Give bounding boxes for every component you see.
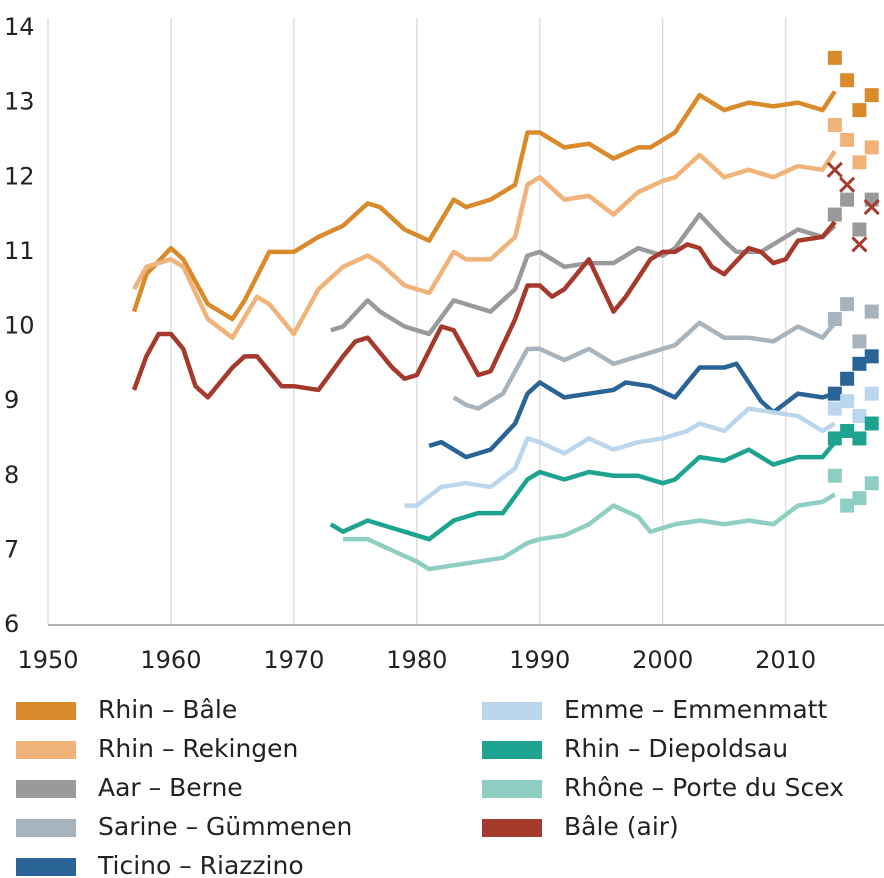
square-marker: [840, 371, 855, 386]
square-marker: [827, 312, 842, 327]
legend-label: Sarine – Gümmenen: [98, 812, 352, 841]
square-marker: [827, 468, 842, 483]
series-line: [452, 320, 837, 411]
y-tick-label: 13: [4, 88, 35, 116]
series-line: [132, 149, 837, 340]
y-tick-label: 6: [4, 610, 19, 638]
y-tick-label: 7: [4, 535, 19, 563]
square-marker: [840, 423, 855, 438]
legend-label: Rhin – Bâle: [98, 695, 237, 724]
series-line: [330, 212, 837, 337]
y-tick-label: 8: [4, 461, 19, 489]
legend-swatch: [16, 858, 76, 876]
legend-label: Bâle (air): [564, 812, 679, 841]
y-tick-label: 14: [4, 13, 35, 41]
x-tick-label: 1970: [263, 646, 324, 674]
square-marker: [827, 401, 842, 416]
x-tick-label: 1960: [140, 646, 201, 674]
square-marker: [840, 297, 855, 312]
legend-swatch: [482, 702, 542, 720]
square-marker: [864, 140, 879, 155]
square-marker: [864, 88, 879, 103]
square-marker: [852, 409, 867, 424]
series-line: [329, 440, 837, 542]
cross-marker: [851, 236, 868, 253]
square-marker: [827, 207, 842, 222]
square-marker: [864, 476, 879, 491]
series-line: [343, 492, 836, 572]
x-tick-label: 2010: [755, 646, 816, 674]
legend-swatch: [16, 780, 76, 798]
square-marker: [840, 73, 855, 88]
x-tick-label: 1990: [509, 646, 570, 674]
square-marker: [864, 192, 879, 207]
y-tick-label: 10: [4, 312, 35, 340]
legend-swatch: [16, 741, 76, 759]
square-marker: [840, 132, 855, 147]
cross-marker: [826, 161, 843, 178]
square-marker: [840, 394, 855, 409]
legend-label: Aar – Berne: [98, 773, 243, 802]
series-line: [404, 406, 836, 508]
square-marker: [852, 431, 867, 446]
square-marker: [840, 498, 855, 513]
legend-label: Emme – Emmenmatt: [564, 695, 827, 724]
series-line: [131, 90, 837, 322]
square-marker: [852, 155, 867, 170]
legend-swatch: [482, 819, 542, 837]
square-marker: [864, 304, 879, 319]
cross-marker: [839, 176, 856, 193]
legend-label: Ticino – Riazzino: [97, 851, 304, 878]
square-marker: [827, 118, 842, 133]
y-tick-label: 11: [4, 237, 35, 265]
legend-swatch: [16, 702, 76, 720]
square-marker: [827, 386, 842, 401]
square-marker: [864, 349, 879, 364]
square-marker: [852, 103, 867, 118]
x-tick-label: 1950: [17, 646, 78, 674]
series-line: [428, 361, 836, 460]
square-marker: [864, 386, 879, 401]
square-marker: [864, 416, 879, 431]
square-marker: [852, 491, 867, 506]
series-line: [131, 220, 837, 400]
square-marker: [852, 356, 867, 371]
cross-marker: [863, 199, 880, 216]
legend-swatch: [482, 741, 542, 759]
legend-swatch: [482, 780, 542, 798]
square-marker: [827, 431, 842, 446]
square-marker: [840, 192, 855, 207]
square-marker: [852, 222, 867, 237]
y-tick-label: 9: [4, 386, 19, 414]
x-tick-label: 1980: [386, 646, 447, 674]
square-marker: [827, 50, 842, 65]
legend-label: Rhin – Rekingen: [98, 734, 298, 763]
legend-label: Rhône – Porte du Scex: [564, 773, 844, 802]
legend-label: Rhin – Diepoldsau: [564, 734, 788, 763]
x-tick-label: 2000: [632, 646, 693, 674]
legend-swatch: [16, 819, 76, 837]
square-marker: [852, 334, 867, 349]
y-tick-label: 12: [4, 162, 35, 190]
